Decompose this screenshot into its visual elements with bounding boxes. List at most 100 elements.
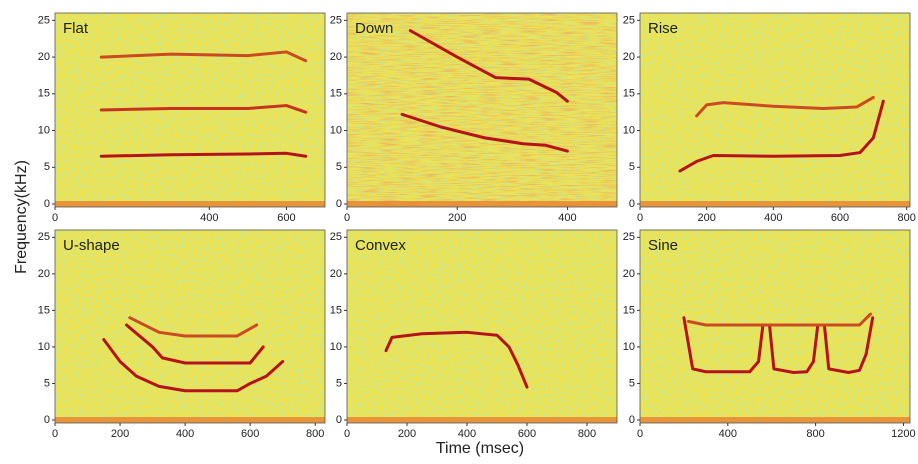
noise bbox=[640, 13, 910, 207]
contour bbox=[400, 112, 569, 153]
y-tick-label: 0 bbox=[629, 198, 635, 210]
noise bbox=[55, 230, 325, 423]
x-axis-label: Time (msec) bbox=[436, 440, 524, 457]
x-tick-label: 200 bbox=[697, 212, 715, 224]
y-tick-label: 0 bbox=[336, 198, 342, 210]
contour bbox=[128, 316, 259, 338]
y-tick-label: 20 bbox=[38, 268, 50, 280]
y-tick-label: 5 bbox=[336, 161, 342, 173]
y-tick-label: 0 bbox=[629, 414, 635, 426]
x-tick-label: 200 bbox=[111, 428, 129, 440]
y-tick-label: 15 bbox=[623, 304, 635, 316]
y-tick-label: 5 bbox=[629, 377, 635, 389]
y-tick-label: 15 bbox=[330, 88, 342, 100]
panel: 0 5 10 15 20 25 0 200 400 600 800 Convex bbox=[330, 229, 618, 440]
y-tick-label: 10 bbox=[38, 341, 50, 353]
y-tick-label: 25 bbox=[330, 231, 342, 243]
panel-title: U-shape bbox=[63, 237, 120, 254]
x-tick-label: 200 bbox=[398, 428, 416, 440]
y-tick-label: 25 bbox=[38, 14, 50, 26]
x-tick-label: 200 bbox=[448, 212, 466, 224]
panel-title: Rise bbox=[648, 20, 678, 37]
contour bbox=[99, 104, 308, 114]
x-tick-label: 400 bbox=[719, 428, 737, 440]
y-tick-label: 5 bbox=[44, 377, 50, 389]
x-tick-label: 600 bbox=[277, 212, 295, 224]
x-tick-label: 400 bbox=[764, 212, 782, 224]
plot-frame bbox=[54, 229, 326, 424]
x-tick-label: 600 bbox=[831, 212, 849, 224]
noise bbox=[347, 230, 617, 423]
contour bbox=[99, 50, 308, 63]
contour bbox=[686, 312, 872, 327]
contour bbox=[408, 29, 569, 103]
x-tick-label: 0 bbox=[52, 212, 58, 224]
panel-title: Down bbox=[355, 20, 393, 37]
y-tick-label: 15 bbox=[330, 304, 342, 316]
x-tick-label: 400 bbox=[200, 212, 218, 224]
y-tick-label: 20 bbox=[330, 51, 342, 63]
y-tick-label: 20 bbox=[38, 51, 50, 63]
floor-band bbox=[347, 201, 617, 207]
floor-band bbox=[55, 417, 325, 423]
x-tick-label: 600 bbox=[241, 428, 259, 440]
y-tick-label: 25 bbox=[38, 231, 50, 243]
panel: 0 5 10 15 20 25 0 200 400 600 800 Rise bbox=[623, 12, 916, 224]
panel-title: Convex bbox=[355, 237, 406, 254]
contour bbox=[99, 151, 308, 158]
floor-band bbox=[640, 201, 910, 207]
x-tick-label: 1200 bbox=[891, 428, 915, 440]
y-tick-label: 25 bbox=[623, 231, 635, 243]
x-tick-label: 0 bbox=[344, 212, 350, 224]
panel: 0 5 10 15 20 25 0 200 400 Down bbox=[330, 12, 618, 224]
y-tick-label: 20 bbox=[623, 51, 635, 63]
noise bbox=[55, 13, 325, 207]
y-tick-label: 0 bbox=[44, 198, 50, 210]
contour bbox=[682, 316, 875, 374]
floor-band bbox=[347, 417, 617, 423]
y-tick-label: 10 bbox=[623, 124, 635, 136]
y-tick-label: 5 bbox=[336, 377, 342, 389]
y-tick-label: 10 bbox=[330, 124, 342, 136]
y-tick-label: 20 bbox=[623, 268, 635, 280]
y-tick-label: 0 bbox=[336, 414, 342, 426]
plot-frame bbox=[346, 12, 618, 208]
contour bbox=[102, 338, 285, 393]
y-tick-label: 10 bbox=[330, 341, 342, 353]
y-axis-label: Frequency(kHz) bbox=[13, 160, 30, 274]
x-tick-label: 0 bbox=[52, 428, 58, 440]
panel: 0 5 10 15 20 25 0 400 800 1200 Sine bbox=[623, 229, 916, 440]
y-tick-label: 5 bbox=[44, 161, 50, 173]
y-tick-label: 10 bbox=[623, 341, 635, 353]
y-tick-label: 15 bbox=[623, 88, 635, 100]
panel: 0 5 10 15 20 25 0 200 400 600 800 U-shape bbox=[38, 229, 326, 440]
noise bbox=[347, 13, 617, 207]
y-tick-label: 10 bbox=[38, 124, 50, 136]
plot-frame bbox=[54, 12, 326, 208]
x-tick-label: 400 bbox=[458, 428, 476, 440]
y-tick-label: 20 bbox=[330, 268, 342, 280]
y-tick-label: 25 bbox=[623, 14, 635, 26]
plot-frame bbox=[639, 229, 911, 424]
x-tick-label: 400 bbox=[558, 212, 576, 224]
x-tick-label: 600 bbox=[518, 428, 536, 440]
plot-frame bbox=[639, 12, 911, 208]
x-tick-label: 800 bbox=[306, 428, 324, 440]
panel-title: Sine bbox=[648, 237, 678, 254]
y-tick-label: 5 bbox=[629, 161, 635, 173]
floor-band bbox=[55, 201, 325, 207]
panel-title: Flat bbox=[63, 20, 89, 37]
y-tick-label: 15 bbox=[38, 304, 50, 316]
contour bbox=[384, 330, 529, 389]
plot-frame bbox=[346, 229, 618, 424]
y-tick-label: 15 bbox=[38, 88, 50, 100]
y-tick-label: 0 bbox=[44, 414, 50, 426]
x-tick-label: 0 bbox=[637, 428, 643, 440]
x-tick-label: 400 bbox=[176, 428, 194, 440]
panel: 0 5 10 15 20 25 0 400 600 Flat bbox=[38, 12, 326, 224]
x-tick-label: 800 bbox=[897, 212, 915, 224]
x-tick-label: 0 bbox=[637, 212, 643, 224]
contour bbox=[678, 99, 885, 173]
x-tick-label: 0 bbox=[344, 428, 350, 440]
